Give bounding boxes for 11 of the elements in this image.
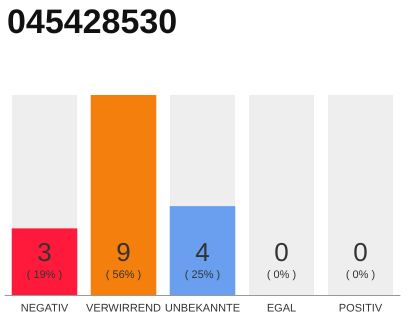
x-tick-label: EGAL xyxy=(266,302,296,314)
x-tick-label: NEGATIV xyxy=(20,302,69,314)
data-label: 9 ( 56% ) xyxy=(106,237,142,281)
chart-title: 045428530 xyxy=(7,3,178,41)
x-tick-label: VERWIRREND xyxy=(86,302,162,314)
x-tick-label: UNBEKANNTE xyxy=(164,302,240,314)
data-label: 0 ( 0% ) xyxy=(346,237,376,281)
data-label: 4 ( 25% ) xyxy=(184,237,220,281)
data-label: 3 ( 19% ) xyxy=(26,237,62,281)
x-tick-label: POSITIV xyxy=(338,302,383,314)
data-label: 0 ( 0% ) xyxy=(266,237,296,281)
